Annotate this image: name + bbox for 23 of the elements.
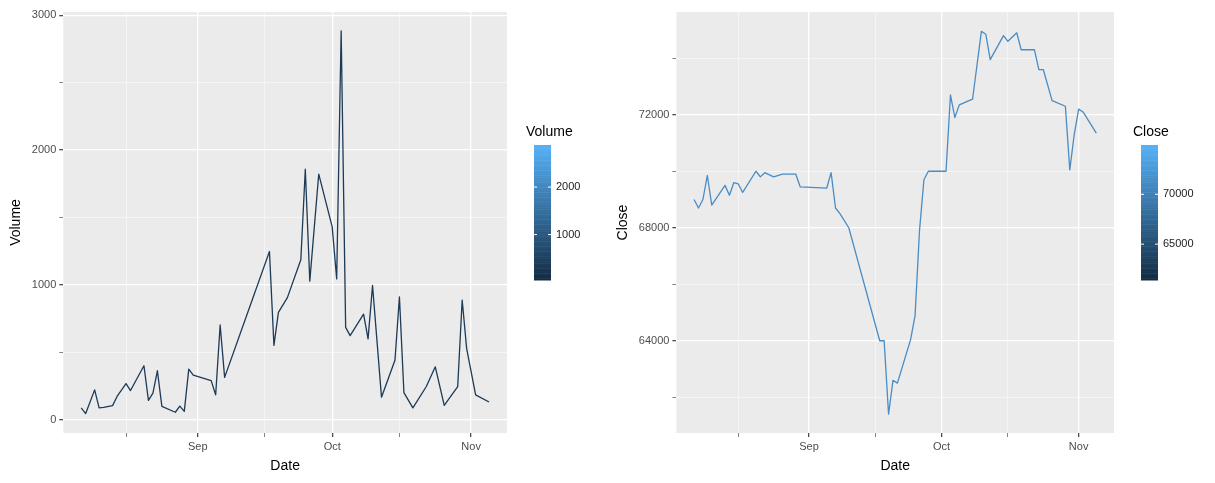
x-axis-title: Date — [270, 457, 301, 474]
color-bar-label: 70000 — [1163, 187, 1194, 200]
x-tick-label: Sep — [187, 439, 208, 452]
y-tick-label: 3000 — [31, 8, 57, 21]
y-axis-title: Close — [1133, 122, 1170, 139]
color-bar-title: Volume — [7, 198, 24, 246]
x-tick-label: Nov — [461, 439, 482, 452]
x-tick-label: Oct — [933, 439, 951, 452]
y-axis-title: Volume — [526, 122, 573, 139]
y-tick-label: 1000 — [31, 277, 57, 290]
color-bar-label: 1000 — [556, 227, 581, 240]
color-bar-label: 65000 — [1163, 237, 1194, 250]
y-tick-label: 72000 — [638, 107, 670, 120]
color-bar-label: 2000 — [556, 180, 581, 193]
x-tick-label: Nov — [1068, 439, 1089, 452]
x-axis-title: Date — [880, 457, 911, 474]
x-tick-label: Sep — [799, 439, 819, 452]
x-tick-label: Oct — [323, 439, 341, 452]
y-tick-label: 0 — [50, 412, 57, 425]
y-tick-label: 2000 — [31, 143, 57, 156]
color-bar-title: Close — [614, 204, 631, 241]
y-tick-label: 64000 — [638, 333, 670, 346]
y-tick-label: 68000 — [638, 220, 670, 233]
